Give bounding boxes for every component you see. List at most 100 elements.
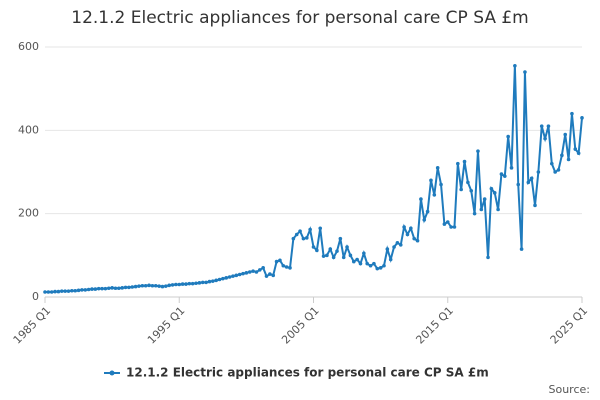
point [258, 268, 262, 272]
point [372, 261, 376, 266]
point [100, 286, 104, 291]
point [117, 286, 121, 291]
point [237, 272, 242, 277]
point [244, 271, 249, 275]
point [150, 283, 155, 288]
point [247, 270, 252, 274]
point [338, 236, 343, 241]
point [496, 207, 500, 212]
y-tick-label: 600 [18, 40, 39, 53]
point [546, 124, 551, 128]
point [221, 276, 225, 281]
point [147, 283, 151, 288]
point [184, 282, 188, 286]
point [241, 271, 245, 276]
point [254, 270, 259, 274]
point [204, 280, 208, 285]
point [402, 225, 406, 229]
point [331, 255, 336, 260]
point [80, 288, 84, 292]
point [392, 245, 396, 249]
point [180, 282, 185, 286]
point [271, 273, 276, 278]
point [570, 111, 574, 116]
point [385, 247, 390, 251]
point [224, 276, 229, 280]
point [96, 286, 101, 291]
point [164, 284, 168, 288]
point [43, 290, 47, 294]
point [217, 277, 222, 282]
point [509, 166, 514, 170]
point [482, 197, 487, 201]
point [422, 218, 427, 222]
point [53, 289, 57, 294]
point [398, 243, 403, 247]
x-tick-label: 1985 Q1 [11, 304, 54, 347]
point [573, 147, 578, 151]
point [207, 279, 212, 284]
point [288, 266, 292, 270]
point [190, 281, 195, 286]
point [177, 282, 182, 287]
x-tick-label: 2015 Q1 [413, 304, 456, 347]
point [211, 279, 215, 283]
point [90, 287, 94, 291]
point [46, 290, 51, 294]
point [325, 253, 329, 258]
point [261, 266, 265, 270]
point [194, 281, 198, 286]
point [268, 272, 272, 276]
point [153, 283, 158, 288]
point [549, 161, 554, 166]
legend-label: 12.1.2 Electric appliances for personal … [126, 366, 489, 380]
point [197, 281, 202, 285]
point [137, 284, 141, 288]
point [56, 289, 61, 294]
point [157, 284, 161, 288]
point [533, 203, 537, 208]
point [405, 232, 410, 237]
point [143, 283, 148, 288]
point [294, 232, 299, 237]
point [355, 257, 359, 262]
point [419, 197, 423, 201]
point [459, 187, 463, 192]
point [469, 188, 474, 193]
point [472, 211, 477, 216]
point [345, 245, 349, 249]
point [412, 236, 416, 241]
point [378, 266, 383, 270]
point [63, 289, 67, 293]
point [318, 226, 323, 231]
source: Source: [549, 383, 591, 396]
point [59, 289, 64, 293]
point [231, 274, 235, 278]
point [308, 227, 312, 232]
point [449, 225, 453, 229]
point [523, 70, 527, 74]
point [187, 281, 192, 286]
point [432, 193, 437, 197]
point [492, 191, 497, 195]
y-tick-label: 200 [18, 207, 39, 220]
point [543, 136, 547, 141]
point [409, 226, 413, 231]
point [368, 263, 373, 268]
point [513, 63, 517, 68]
point [130, 285, 135, 289]
point [214, 278, 218, 283]
point [519, 247, 524, 251]
point [284, 265, 289, 269]
point [362, 251, 366, 256]
point [563, 132, 568, 137]
point [70, 288, 74, 293]
point [445, 220, 450, 224]
point [133, 284, 138, 289]
point [291, 236, 296, 241]
point [553, 170, 557, 174]
point [335, 249, 339, 253]
point [113, 286, 118, 291]
point [103, 286, 108, 291]
